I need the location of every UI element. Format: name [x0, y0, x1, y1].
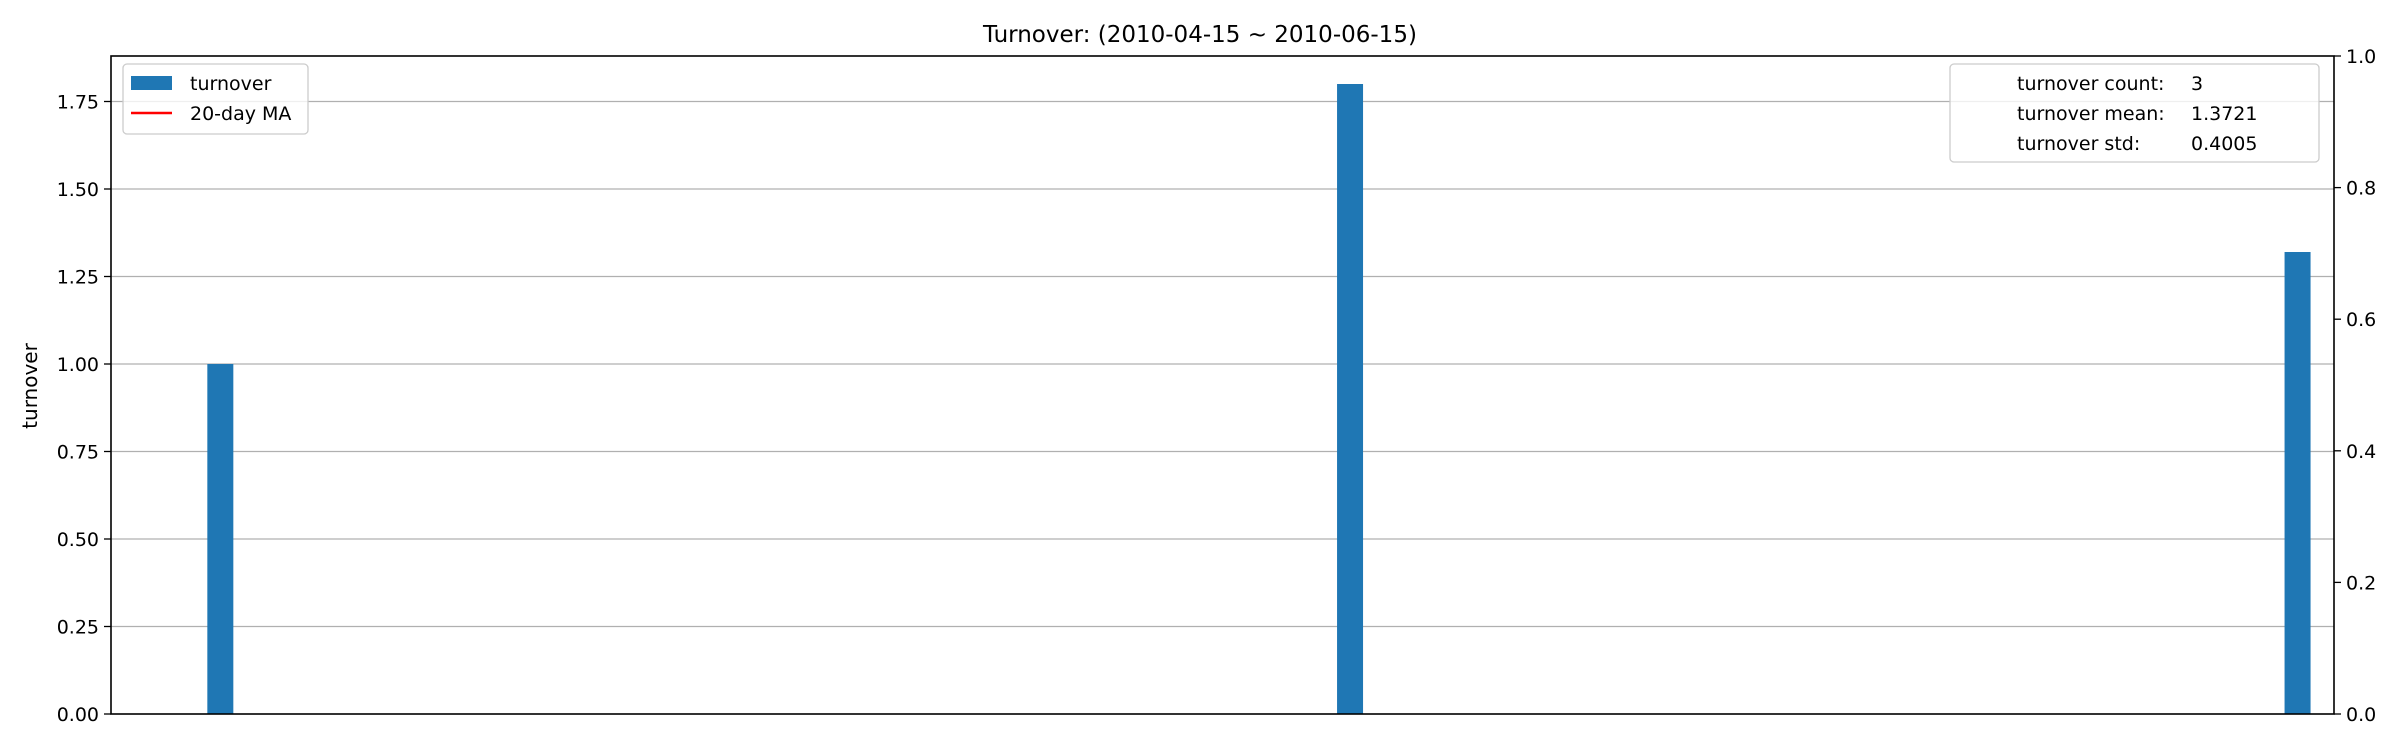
- y-tick-label: 1.50: [57, 179, 99, 201]
- y-tick-label: 0.00: [57, 704, 99, 726]
- stats-label: turnover count:: [2017, 73, 2164, 95]
- y-tick-label: 0.25: [57, 617, 99, 639]
- y2-tick-label: 0.4: [2346, 441, 2376, 463]
- y2-tick-label: 0.8: [2346, 178, 2376, 200]
- plot-frame: [110, 55, 2335, 715]
- y-tick-label: 1.75: [57, 92, 99, 114]
- legend-label: 20-day MA: [190, 103, 291, 125]
- stats-frame: [1949, 63, 2320, 163]
- y-tick-label: 0.75: [57, 442, 99, 464]
- stats-label: turnover mean:: [2017, 103, 2165, 125]
- y-tick-label: 1.25: [57, 267, 99, 289]
- y2-tick-label: 0.0: [2346, 704, 2376, 726]
- y2-tick-label: 0.2: [2346, 572, 2376, 594]
- y-tick-label: 1.00: [57, 354, 99, 376]
- bar: [207, 364, 234, 714]
- y-axis-ticks: 0.00 0.25 0.50 0.75 1.00 1.25 1.50 1.75: [57, 92, 111, 726]
- legend: turnover 20-day MA: [122, 63, 309, 135]
- grid-lines: [111, 100, 2334, 628]
- stats-value: 1.3721: [2191, 103, 2257, 125]
- stats-label: turnover std:: [2017, 133, 2140, 155]
- y2-axis-ticks: 0.0 0.2 0.4 0.6 0.8 1.0: [2334, 46, 2376, 726]
- stats-value: 3: [2191, 73, 2203, 95]
- legend-swatch: [131, 76, 172, 90]
- chart-title: Turnover: (2010-04-15 ~ 2010-06-15): [982, 22, 1417, 48]
- y-tick-label: 0.50: [57, 529, 99, 551]
- legend-label: turnover: [190, 73, 272, 95]
- bar: [2284, 252, 2311, 714]
- stats-box: turnover count: 3 turnover mean: 1.3721 turn…: [1949, 63, 2320, 163]
- bars: [207, 84, 2311, 714]
- bar: [1337, 84, 1364, 714]
- y-axis-label: turnover: [18, 342, 42, 428]
- stats-value: 0.4005: [2191, 133, 2257, 155]
- y2-tick-label: 1.0: [2346, 46, 2376, 68]
- y2-tick-label: 0.6: [2346, 309, 2376, 331]
